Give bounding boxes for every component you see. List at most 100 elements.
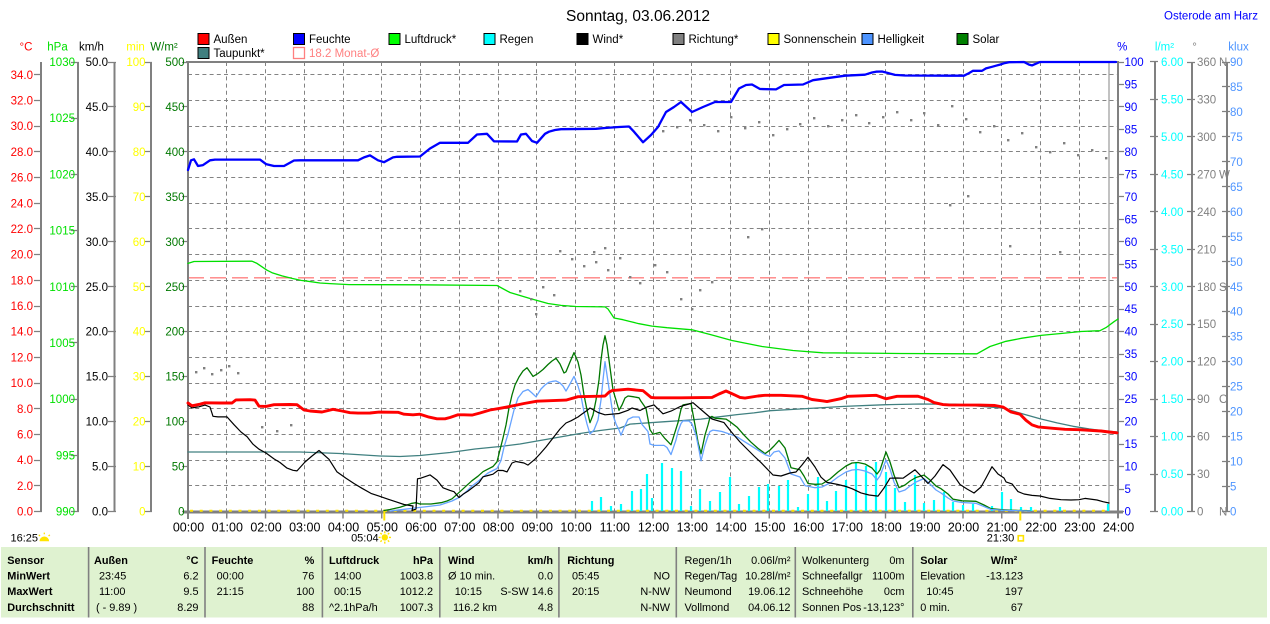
svg-text:1020: 1020 bbox=[49, 169, 75, 181]
svg-text:Taupunkt*: Taupunkt* bbox=[214, 48, 266, 60]
svg-text:Richtung*: Richtung* bbox=[689, 34, 739, 46]
svg-text:40: 40 bbox=[133, 327, 146, 339]
svg-text:Außen: Außen bbox=[214, 34, 248, 46]
svg-text:Regen/Tag: Regen/Tag bbox=[685, 571, 738, 583]
svg-text:990: 990 bbox=[56, 507, 75, 519]
svg-text:70: 70 bbox=[1230, 157, 1243, 169]
svg-text:19.06.12: 19.06.12 bbox=[748, 586, 790, 598]
svg-text:21:30: 21:30 bbox=[987, 532, 1015, 544]
svg-text:18.2 Monat-Ø: 18.2 Monat-Ø bbox=[309, 48, 379, 60]
svg-text:Luftdruck: Luftdruck bbox=[329, 555, 380, 567]
svg-text:Außen: Außen bbox=[94, 555, 128, 567]
svg-text:28.0: 28.0 bbox=[11, 147, 33, 159]
svg-text:85: 85 bbox=[1125, 124, 1138, 136]
svg-text:2.00: 2.00 bbox=[1161, 357, 1183, 369]
svg-text:8.29: 8.29 bbox=[177, 602, 198, 614]
svg-text:1000: 1000 bbox=[49, 394, 75, 406]
svg-text:23:45: 23:45 bbox=[99, 571, 126, 583]
svg-text:4.8: 4.8 bbox=[538, 602, 553, 614]
svg-text:0: 0 bbox=[178, 507, 184, 519]
svg-text:Schneehöhe: Schneehöhe bbox=[802, 586, 863, 598]
svg-text:15:00: 15:00 bbox=[754, 521, 785, 535]
svg-text:12.0: 12.0 bbox=[11, 352, 33, 364]
svg-text:55: 55 bbox=[1125, 259, 1138, 271]
svg-text:W: W bbox=[1219, 169, 1230, 181]
svg-text:km/h: km/h bbox=[528, 555, 553, 567]
svg-text:40.0: 40.0 bbox=[86, 147, 108, 159]
svg-text:80: 80 bbox=[1230, 107, 1243, 119]
svg-text:Elevation: Elevation bbox=[920, 571, 965, 583]
svg-text:30: 30 bbox=[133, 372, 146, 384]
svg-text:10.0: 10.0 bbox=[11, 378, 33, 390]
svg-text:20: 20 bbox=[133, 417, 146, 429]
svg-text:10:15: 10:15 bbox=[455, 586, 482, 598]
svg-text:%: % bbox=[1117, 42, 1127, 54]
svg-text:4.50: 4.50 bbox=[1161, 169, 1183, 181]
svg-text:11:00: 11:00 bbox=[600, 521, 630, 535]
svg-text:80: 80 bbox=[1125, 147, 1138, 159]
svg-text:06:00: 06:00 bbox=[405, 521, 436, 535]
svg-text:Solar: Solar bbox=[973, 34, 1000, 46]
svg-text:03:00: 03:00 bbox=[289, 521, 320, 535]
svg-text:Wolkenunterg: Wolkenunterg bbox=[802, 555, 869, 567]
svg-text:klux: klux bbox=[1228, 42, 1249, 54]
svg-text:O: O bbox=[1219, 394, 1228, 406]
svg-text:150: 150 bbox=[1197, 319, 1216, 331]
svg-text:40: 40 bbox=[1230, 307, 1243, 319]
svg-text:1030: 1030 bbox=[49, 57, 75, 69]
svg-text:76: 76 bbox=[302, 571, 314, 583]
svg-text:16:00: 16:00 bbox=[793, 521, 824, 535]
svg-text:05:04: 05:04 bbox=[351, 532, 379, 544]
svg-text:50: 50 bbox=[133, 282, 146, 294]
svg-text:°C: °C bbox=[186, 555, 198, 567]
svg-text:1100m: 1100m bbox=[872, 571, 905, 583]
svg-text:1025: 1025 bbox=[49, 113, 75, 125]
svg-text:04.06.12: 04.06.12 bbox=[748, 602, 790, 614]
svg-text:02:00: 02:00 bbox=[250, 521, 281, 535]
svg-text:25: 25 bbox=[1230, 382, 1243, 394]
svg-text:80: 80 bbox=[133, 147, 146, 159]
svg-text:10:00: 10:00 bbox=[560, 521, 591, 535]
svg-text:10:45: 10:45 bbox=[926, 586, 953, 598]
svg-text:330: 330 bbox=[1197, 94, 1216, 106]
svg-text:01:00: 01:00 bbox=[212, 521, 243, 535]
svg-text:( - 9.89 ): ( - 9.89 ) bbox=[96, 602, 137, 614]
svg-text:2.50: 2.50 bbox=[1161, 319, 1183, 331]
svg-text:16:25: 16:25 bbox=[11, 532, 39, 544]
svg-text:hPa: hPa bbox=[47, 42, 68, 54]
svg-text:2.0: 2.0 bbox=[17, 481, 33, 493]
svg-text:0: 0 bbox=[1230, 507, 1236, 519]
svg-text:10.0: 10.0 bbox=[86, 417, 108, 429]
svg-text:300: 300 bbox=[165, 237, 184, 249]
svg-text:1007.3: 1007.3 bbox=[400, 602, 433, 614]
svg-text:15.0: 15.0 bbox=[86, 372, 108, 384]
svg-text:0.00: 0.00 bbox=[1161, 507, 1183, 519]
svg-text:300: 300 bbox=[1197, 132, 1216, 144]
svg-text:Richtung: Richtung bbox=[567, 555, 614, 567]
svg-text:20: 20 bbox=[1230, 407, 1243, 419]
svg-text:19:00: 19:00 bbox=[909, 521, 940, 535]
svg-text:25: 25 bbox=[1125, 394, 1138, 406]
svg-text:Osterode am Harz: Osterode am Harz bbox=[1164, 11, 1258, 23]
svg-text:20:00: 20:00 bbox=[948, 521, 979, 535]
svg-text:15: 15 bbox=[1125, 439, 1138, 451]
svg-text:21:15: 21:15 bbox=[217, 586, 244, 598]
svg-text:15: 15 bbox=[1230, 432, 1243, 444]
svg-text:0m: 0m bbox=[889, 555, 904, 567]
svg-text:50: 50 bbox=[1230, 257, 1243, 269]
svg-text:0.0: 0.0 bbox=[92, 507, 108, 519]
svg-text:26.0: 26.0 bbox=[11, 173, 33, 185]
svg-text:14.0: 14.0 bbox=[11, 327, 33, 339]
svg-text:5.0: 5.0 bbox=[92, 462, 108, 474]
svg-text:35: 35 bbox=[1125, 349, 1138, 361]
svg-text:34.0: 34.0 bbox=[11, 70, 33, 82]
svg-text:16.0: 16.0 bbox=[11, 301, 33, 313]
svg-text:1015: 1015 bbox=[49, 226, 75, 238]
svg-text:km/h: km/h bbox=[79, 42, 104, 54]
svg-text:95: 95 bbox=[1125, 79, 1138, 91]
svg-text:200: 200 bbox=[165, 327, 184, 339]
svg-text:75: 75 bbox=[1230, 132, 1243, 144]
svg-text:17:00: 17:00 bbox=[832, 521, 863, 535]
svg-text:150: 150 bbox=[165, 372, 184, 384]
svg-text:NO: NO bbox=[654, 571, 670, 583]
